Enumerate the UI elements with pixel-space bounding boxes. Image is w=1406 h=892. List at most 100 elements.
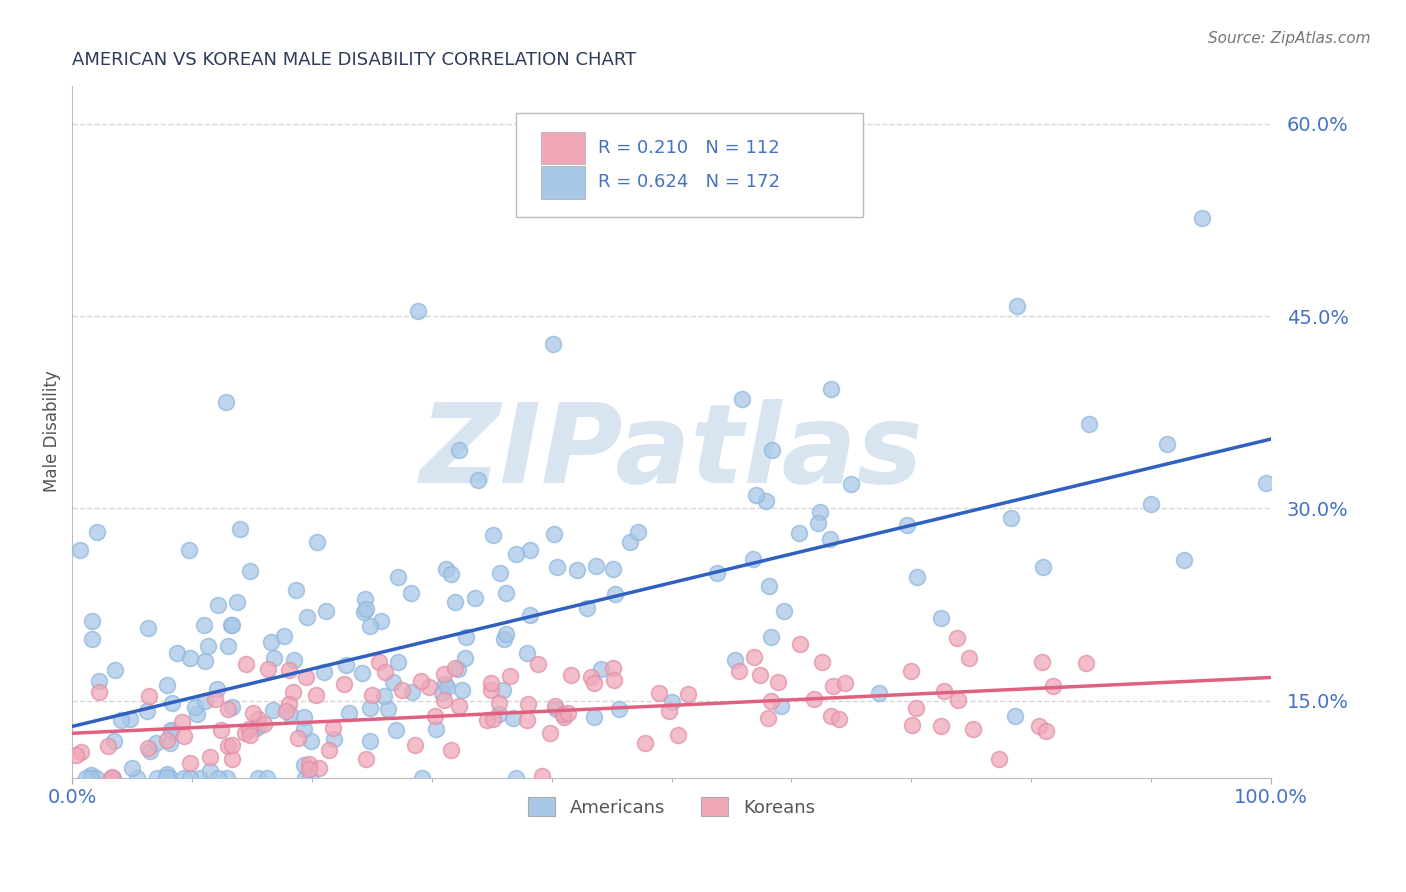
Point [560, 668, 582, 682]
Point [443, 595, 465, 609]
Point [602, 562, 624, 576]
Point [333, 677, 356, 691]
Point [543, 527, 565, 541]
Point [75, 771, 97, 785]
Point [820, 532, 842, 546]
Point [603, 673, 626, 687]
Point [727, 664, 749, 678]
Point [565, 564, 588, 578]
Point [215, 395, 238, 409]
Point [359, 701, 381, 715]
Point [219, 617, 242, 632]
Point [188, 771, 211, 785]
Text: R = 0.210   N = 112: R = 0.210 N = 112 [599, 139, 780, 157]
Point [582, 709, 605, 723]
Point [467, 473, 489, 487]
Point [281, 684, 304, 698]
Point [399, 586, 422, 600]
Point [444, 661, 467, 675]
Point [159, 736, 181, 750]
Point [530, 769, 553, 783]
Point [179, 651, 201, 665]
Point [262, 703, 284, 717]
Point [841, 477, 863, 491]
Point [155, 771, 177, 785]
Point [305, 534, 328, 549]
Point [221, 752, 243, 766]
Point [759, 630, 782, 644]
Point [482, 712, 505, 726]
Point [758, 711, 780, 725]
Point [742, 649, 765, 664]
Point [89, 684, 111, 698]
Point [295, 610, 318, 624]
Point [221, 700, 243, 714]
Point [207, 598, 229, 612]
Point [217, 639, 239, 653]
Point [633, 736, 655, 750]
Point [423, 708, 446, 723]
Point [519, 607, 541, 622]
Point [742, 552, 765, 566]
Point [356, 602, 378, 616]
Point [449, 442, 471, 457]
Point [298, 762, 321, 776]
Point [374, 665, 396, 679]
Point [138, 689, 160, 703]
Point [377, 702, 399, 716]
Point [803, 692, 825, 706]
Point [929, 719, 952, 733]
Point [186, 706, 208, 721]
Point [353, 605, 375, 619]
Point [172, 714, 194, 729]
Point [761, 442, 783, 457]
Point [488, 697, 510, 711]
Point [221, 739, 243, 753]
Point [1028, 719, 1050, 733]
Point [229, 523, 252, 537]
Point [225, 595, 247, 609]
Point [749, 668, 772, 682]
Point [84, 771, 107, 785]
Point [146, 771, 169, 785]
Point [65, 748, 87, 763]
Point [516, 646, 538, 660]
Point [101, 770, 124, 784]
Point [103, 771, 125, 785]
Point [86, 525, 108, 540]
Point [179, 771, 201, 785]
Point [516, 698, 538, 712]
Point [948, 693, 970, 707]
Point [1000, 511, 1022, 525]
Point [387, 655, 409, 669]
Point [298, 757, 321, 772]
Point [411, 771, 433, 785]
Point [591, 662, 613, 676]
Point [121, 761, 143, 775]
Point [97, 739, 120, 753]
Point [1191, 211, 1213, 225]
Point [451, 683, 474, 698]
Point [488, 707, 510, 722]
Point [896, 517, 918, 532]
Point [209, 723, 232, 737]
Point [308, 760, 330, 774]
Y-axis label: Male Disability: Male Disability [44, 371, 60, 492]
Point [706, 566, 728, 580]
Point [80, 771, 103, 785]
Point [495, 627, 517, 641]
Point [962, 723, 984, 737]
Point [834, 675, 856, 690]
Point [828, 712, 851, 726]
Point [385, 723, 408, 737]
Point [193, 618, 215, 632]
Point [245, 722, 267, 736]
Point [1031, 655, 1053, 669]
Point [69, 543, 91, 558]
Point [242, 706, 264, 720]
Point [489, 566, 512, 580]
Point [263, 651, 285, 665]
Point [239, 564, 262, 578]
Point [808, 505, 831, 519]
Point [436, 680, 458, 694]
